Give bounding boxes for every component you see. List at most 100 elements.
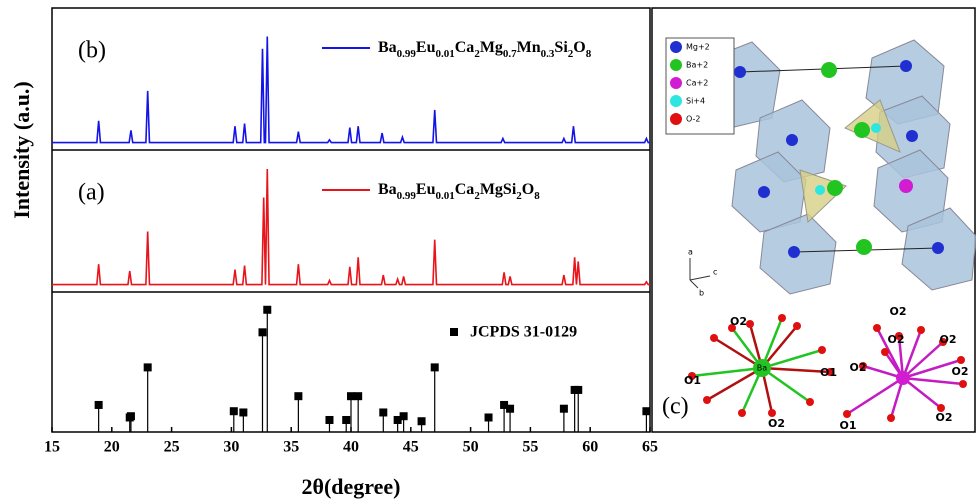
legend-atom: [670, 77, 682, 89]
stem-marker: [239, 408, 247, 416]
x-tick-label: 25: [164, 439, 180, 456]
panel-label: (a): [78, 180, 105, 206]
legend-label: Si+4: [686, 97, 705, 106]
stem-marker: [506, 405, 514, 413]
oxygen: [917, 326, 925, 334]
atom: [932, 242, 944, 254]
axis-arrow: [690, 280, 698, 288]
atom-label: O2: [768, 417, 785, 430]
atom-label: Ba: [757, 364, 767, 373]
stem-marker: [95, 401, 103, 409]
atom: [871, 123, 881, 133]
stem-marker: [347, 392, 355, 400]
oxygen: [887, 414, 895, 422]
stem-marker: [342, 416, 350, 424]
stem-marker: [431, 363, 439, 371]
stem-marker: [574, 386, 582, 394]
axis-letter: b: [699, 289, 704, 298]
x-tick-label: 50: [463, 439, 479, 456]
spectrum-line: [52, 169, 650, 285]
axis-letter: a: [688, 248, 693, 257]
oxygen: [738, 409, 746, 417]
atom-label: O2: [730, 315, 747, 328]
atom: [899, 179, 913, 193]
bond: [903, 378, 963, 384]
oxygen: [703, 396, 711, 404]
atom-label: O2: [849, 361, 866, 374]
panel-label: (c): [662, 394, 689, 420]
atom-label: O1: [839, 419, 856, 432]
axis-arrow: [690, 276, 710, 280]
legend-label: Ba+2: [686, 61, 708, 70]
atom-label: O2: [887, 333, 904, 346]
oxygen: [746, 320, 754, 328]
x-axis-label: 2θ(degree): [301, 474, 400, 499]
legend-atom: [670, 95, 682, 107]
legend-atom: [670, 113, 682, 125]
x-tick-label: 20: [104, 439, 120, 456]
stem-marker: [400, 412, 408, 420]
atom: [821, 62, 837, 78]
ca-atom: [896, 371, 910, 385]
stem-marker: [258, 328, 266, 336]
legend-swatch: [450, 328, 458, 336]
stem-marker: [485, 413, 493, 421]
oxygen: [818, 346, 826, 354]
x-tick-label: 55: [522, 439, 538, 456]
atom-label: O2: [935, 411, 952, 424]
oxygen: [959, 380, 967, 388]
stem-marker: [560, 405, 568, 413]
atom: [900, 60, 912, 72]
stem-marker: [325, 416, 333, 424]
x-tick-label: 15: [44, 439, 60, 456]
panel-label: (b): [78, 38, 106, 64]
atom: [906, 130, 918, 142]
atom-label: O2: [951, 365, 968, 378]
x-tick-label: 65: [642, 439, 658, 456]
oxygen: [881, 348, 889, 356]
stem-marker: [144, 363, 152, 371]
legend-atom: [670, 41, 682, 53]
oxygen: [957, 356, 965, 364]
stem-marker: [127, 412, 135, 420]
stem-marker: [230, 407, 238, 415]
x-tick-label: 30: [223, 439, 239, 456]
atom: [758, 186, 770, 198]
legend-label: JCPDS 31-0129: [470, 324, 577, 341]
legend-label: Ca+2: [686, 79, 708, 88]
atom-label: O1: [820, 366, 837, 379]
x-tick-label: 45: [403, 439, 419, 456]
atom-label: O2: [889, 305, 906, 318]
tetrahedron: [800, 170, 846, 222]
x-tick-label: 35: [283, 439, 299, 456]
oxygen: [778, 314, 786, 322]
stem-marker: [379, 408, 387, 416]
stem-marker: [418, 417, 426, 425]
stem-marker: [354, 392, 362, 400]
atom: [856, 239, 872, 255]
atom: [734, 66, 746, 78]
x-tick-label: 40: [343, 439, 359, 456]
legend-label: O-2: [686, 115, 701, 124]
x-tick-label: 60: [582, 439, 598, 456]
legend-label: Ba0.99Eu0.01Ca2MgSi2O8: [378, 181, 540, 202]
oxygen: [768, 409, 776, 417]
figure: Mg+2Ba+2Ca+2Si+4O-2acb (b)Ba0.99Eu0.01Ca…: [0, 0, 976, 504]
atom-label: O2: [939, 333, 956, 346]
oxygen: [843, 410, 851, 418]
atom: [815, 185, 825, 195]
plot-frame: [52, 8, 650, 432]
oxygen: [710, 334, 718, 342]
legend-label: Ba0.99Eu0.01Ca2Mg0.7Mn0.3Si2O8: [378, 39, 592, 60]
stem-marker: [642, 407, 650, 415]
stem-marker: [263, 306, 271, 314]
atom: [827, 180, 843, 196]
bond: [903, 378, 941, 408]
oxygen: [873, 324, 881, 332]
atom: [786, 134, 798, 146]
atom: [788, 246, 800, 258]
stem-marker: [294, 392, 302, 400]
oxygen: [806, 398, 814, 406]
oxygen: [793, 322, 801, 330]
